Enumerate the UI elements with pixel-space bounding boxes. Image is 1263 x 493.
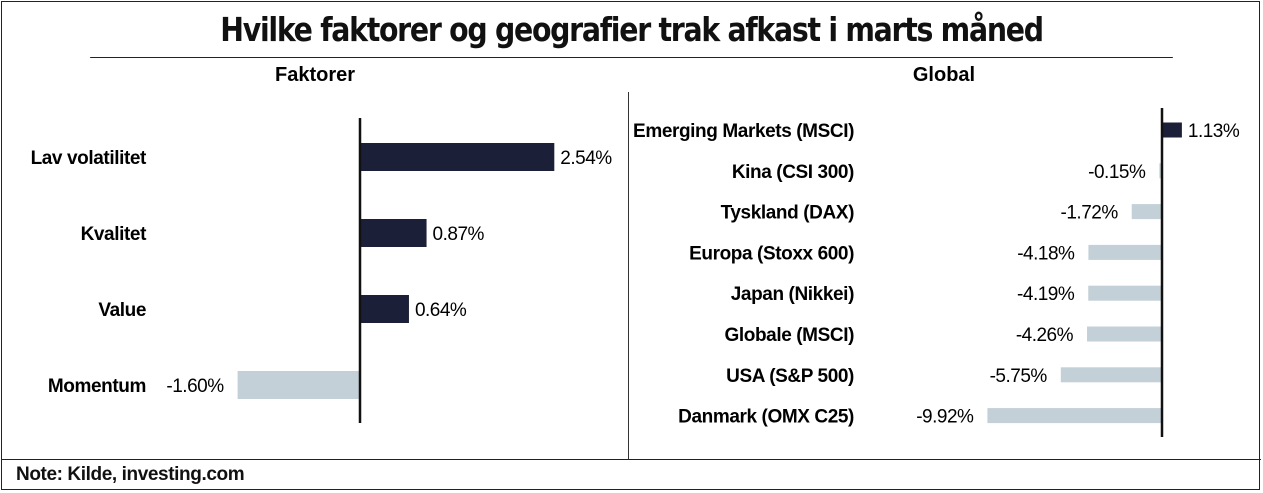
panel-divider	[628, 92, 629, 459]
right-bar-2	[1131, 204, 1162, 220]
right-bar-5	[1087, 326, 1162, 342]
right-panel-subtitle: Global	[913, 64, 975, 86]
left-category-label-3: Momentum	[48, 376, 146, 397]
right-category-label-3: Europa (Stoxx 600)	[689, 243, 854, 264]
left-category-label-0: Lav volatilitet	[31, 148, 147, 169]
right-category-label-7: Danmark (OMX C25)	[678, 407, 854, 428]
right-value-label-5: -4.26%	[1016, 325, 1074, 346]
left-value-label-1: 0.87%	[433, 224, 485, 245]
right-bar-6	[1060, 367, 1162, 383]
left-category-label-2: Value	[98, 300, 146, 321]
right-value-label-4: -4.19%	[1017, 284, 1075, 305]
left-value-label-2: 0.64%	[415, 300, 467, 321]
right-bar-0	[1162, 122, 1182, 138]
right-category-label-2: Tyskland (DAX)	[721, 203, 854, 224]
right-category-label-0: Emerging Markets (MSCI)	[633, 121, 854, 142]
left-category-label-1: Kvalitet	[81, 224, 148, 245]
left-bar-3	[237, 371, 360, 399]
right-bar-1	[1159, 163, 1162, 179]
left-bar-1	[360, 219, 427, 247]
right-value-label-1: -0.15%	[1088, 162, 1146, 183]
left-bar-0	[360, 143, 555, 171]
chart-title: Hvilke faktorer og geografier trak afkas…	[90, 2, 1173, 58]
right-value-label-3: -4.18%	[1017, 243, 1075, 264]
left-bar-2	[360, 295, 409, 323]
left-value-label-0: 2.54%	[560, 148, 612, 169]
left-value-label-3: -1.60%	[166, 376, 224, 397]
right-value-label-7: -9.92%	[916, 407, 974, 428]
right-bar-4	[1088, 285, 1162, 301]
right-category-label-1: Kina (CSI 300)	[732, 162, 854, 183]
right-bar-3	[1088, 244, 1162, 260]
right-category-label-5: Globale (MSCI)	[724, 325, 854, 346]
source-note: Note: Kilde, investing.com	[2, 459, 1261, 490]
right-value-label-2: -1.72%	[1061, 203, 1119, 224]
right-value-label-0: 1.13%	[1188, 121, 1240, 142]
right-bar-7	[987, 408, 1162, 424]
left-panel-subtitle: Faktorer	[275, 64, 355, 86]
right-value-label-6: -5.75%	[990, 366, 1048, 387]
right-category-label-4: Japan (Nikkei)	[731, 284, 854, 305]
right-category-label-6: USA (S&P 500)	[726, 366, 854, 387]
